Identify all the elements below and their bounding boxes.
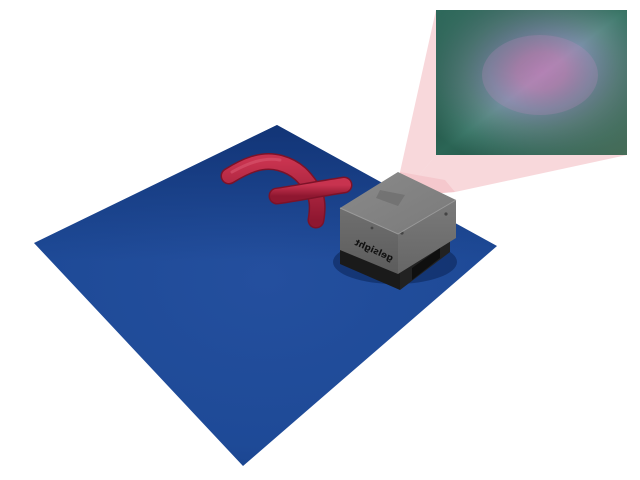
tactile-image-panel	[436, 10, 627, 155]
sensor-front-face	[340, 208, 398, 274]
red-tube-object	[220, 153, 353, 229]
gelsight-mini-sensor[interactable]: gelsight	[339, 172, 457, 290]
sensor-base	[340, 246, 400, 290]
sensor-side-face	[398, 200, 456, 274]
